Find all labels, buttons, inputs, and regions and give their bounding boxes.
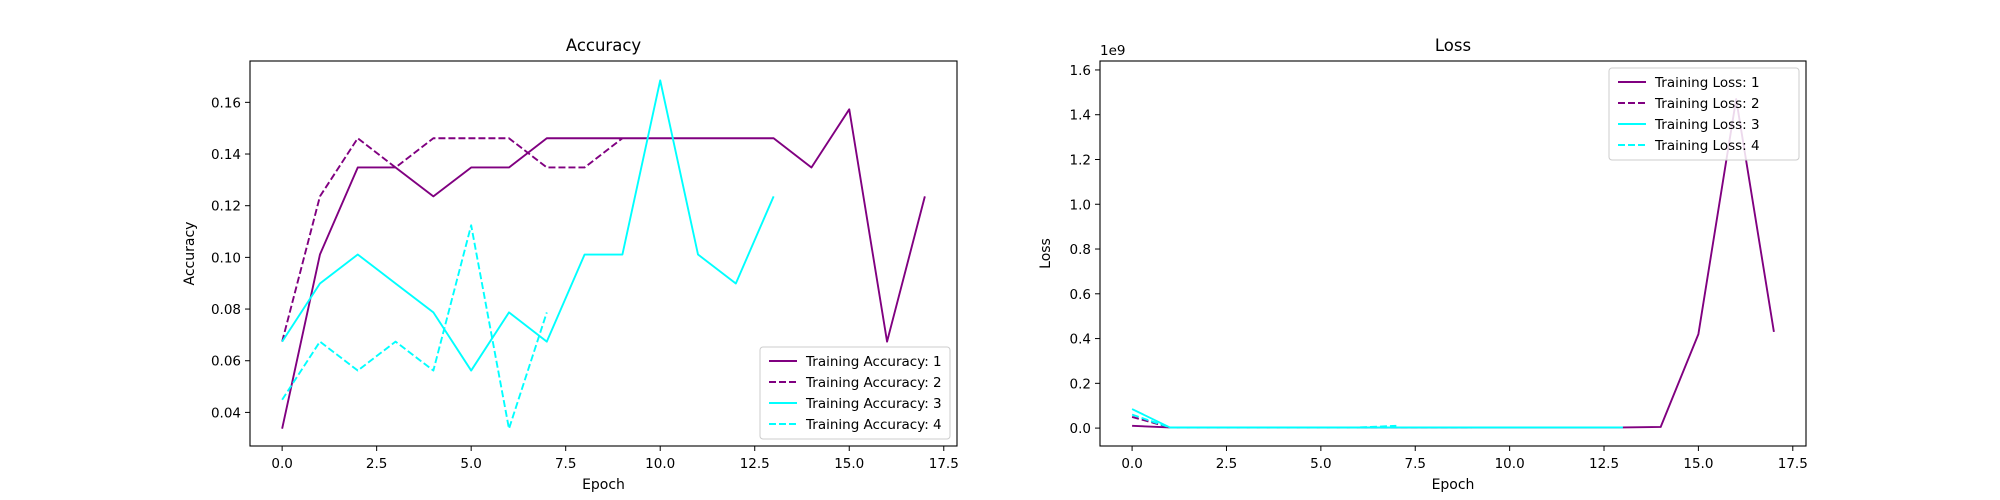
accuracy-x-tick-label: 5.0 bbox=[460, 456, 481, 472]
loss-x-tick-label: 15.0 bbox=[1683, 456, 1713, 472]
loss-x-tick-label: 7.5 bbox=[1405, 456, 1426, 472]
loss-chart: 0.0 2.5 5.0 7.5 10.0 12.5 15.0 17.5 0.0 0.2 0.4 0.6… bbox=[1038, 36, 1808, 493]
accuracy-y-tick-label: 0.10 bbox=[211, 250, 241, 266]
accuracy-series-line-3 bbox=[281, 79, 775, 372]
loss-chart-title: Loss bbox=[1435, 36, 1471, 55]
accuracy-y-tick-label: 0.08 bbox=[211, 302, 241, 318]
accuracy-x-tick-label: 10.0 bbox=[645, 456, 675, 472]
loss-y-tick-label: 1.4 bbox=[1070, 108, 1091, 124]
accuracy-chart: 0.0 2.5 5.0 7.5 10.0 12.5 15.0 17.5 0.04 0.06 0.08… bbox=[182, 36, 959, 493]
accuracy-legend-label-3: Training Accuracy: 3 bbox=[805, 396, 942, 412]
loss-y-tick-label: 1.0 bbox=[1070, 197, 1091, 213]
loss-legend-label-1: Training Loss: 1 bbox=[1654, 75, 1760, 91]
accuracy-x-tick-label: 0.0 bbox=[271, 456, 292, 472]
accuracy-legend: Training Accuracy: 1 Training Accuracy: 2… bbox=[759, 346, 951, 440]
loss-legend-box bbox=[1608, 67, 1800, 161]
loss-y-tick-label: 1.2 bbox=[1070, 152, 1091, 168]
accuracy-legend-label-1: Training Accuracy: 1 bbox=[805, 354, 942, 370]
accuracy-y-tick-label: 0.14 bbox=[211, 147, 241, 163]
loss-legend-label-2: Training Loss: 2 bbox=[1654, 96, 1760, 112]
loss-legend: Training Loss: 1 Training Loss: 2 Training… bbox=[1608, 67, 1800, 161]
loss-x-tick-label: 17.5 bbox=[1778, 456, 1808, 472]
accuracy-series-line-4 bbox=[281, 224, 548, 430]
accuracy-x-tick-label: 2.5 bbox=[366, 456, 387, 472]
accuracy-chart-title: Accuracy bbox=[566, 36, 642, 55]
accuracy-legend-box bbox=[759, 346, 951, 440]
loss-x-tick-label: 0.0 bbox=[1121, 456, 1142, 472]
accuracy-x-tick-label: 15.0 bbox=[834, 456, 864, 472]
accuracy-x-axis-label: Epoch bbox=[582, 477, 625, 493]
loss-x-tick-label: 5.0 bbox=[1310, 456, 1331, 472]
loss-x-tick-label: 10.0 bbox=[1495, 456, 1525, 472]
accuracy-x-tick-label: 7.5 bbox=[555, 456, 576, 472]
accuracy-y-tick-label: 0.16 bbox=[211, 95, 241, 111]
loss-y-tick-label: 0.8 bbox=[1070, 242, 1091, 258]
loss-y-tick-label: 0.2 bbox=[1070, 376, 1091, 392]
accuracy-y-tick-label: 0.12 bbox=[211, 199, 241, 215]
loss-y-tick-label: 1.6 bbox=[1070, 63, 1091, 79]
loss-series-line-4 bbox=[1131, 413, 1397, 429]
loss-axes-frame bbox=[1099, 60, 1807, 447]
loss-y-tick-label: 0.4 bbox=[1070, 332, 1091, 348]
accuracy-x-tick-label: 17.5 bbox=[929, 456, 959, 472]
loss-x-axis-label: Epoch bbox=[1432, 477, 1475, 493]
loss-y-axis-label: Loss bbox=[1038, 238, 1054, 269]
accuracy-legend-label-2: Training Accuracy: 2 bbox=[805, 375, 942, 391]
loss-y-offset-label: 1e9 bbox=[1100, 43, 1125, 59]
loss-x-tick-label: 12.5 bbox=[1589, 456, 1619, 472]
accuracy-y-tick-label: 0.04 bbox=[211, 405, 241, 421]
loss-y-tick-label: 0.6 bbox=[1070, 287, 1091, 303]
accuracy-legend-label-4: Training Accuracy: 4 bbox=[805, 417, 942, 433]
accuracy-series-line-2 bbox=[281, 137, 623, 342]
accuracy-series-line-1 bbox=[281, 108, 926, 429]
accuracy-y-axis-label: Accuracy bbox=[182, 222, 198, 286]
loss-x-tick-label: 2.5 bbox=[1216, 456, 1237, 472]
accuracy-axes-frame bbox=[249, 60, 958, 447]
loss-legend-label-4: Training Loss: 4 bbox=[1654, 138, 1760, 154]
loss-y-tick-label: 0.0 bbox=[1070, 421, 1091, 437]
accuracy-y-tick-label: 0.06 bbox=[211, 354, 241, 370]
loss-legend-label-3: Training Loss: 3 bbox=[1654, 117, 1760, 133]
accuracy-x-tick-label: 12.5 bbox=[740, 456, 770, 472]
